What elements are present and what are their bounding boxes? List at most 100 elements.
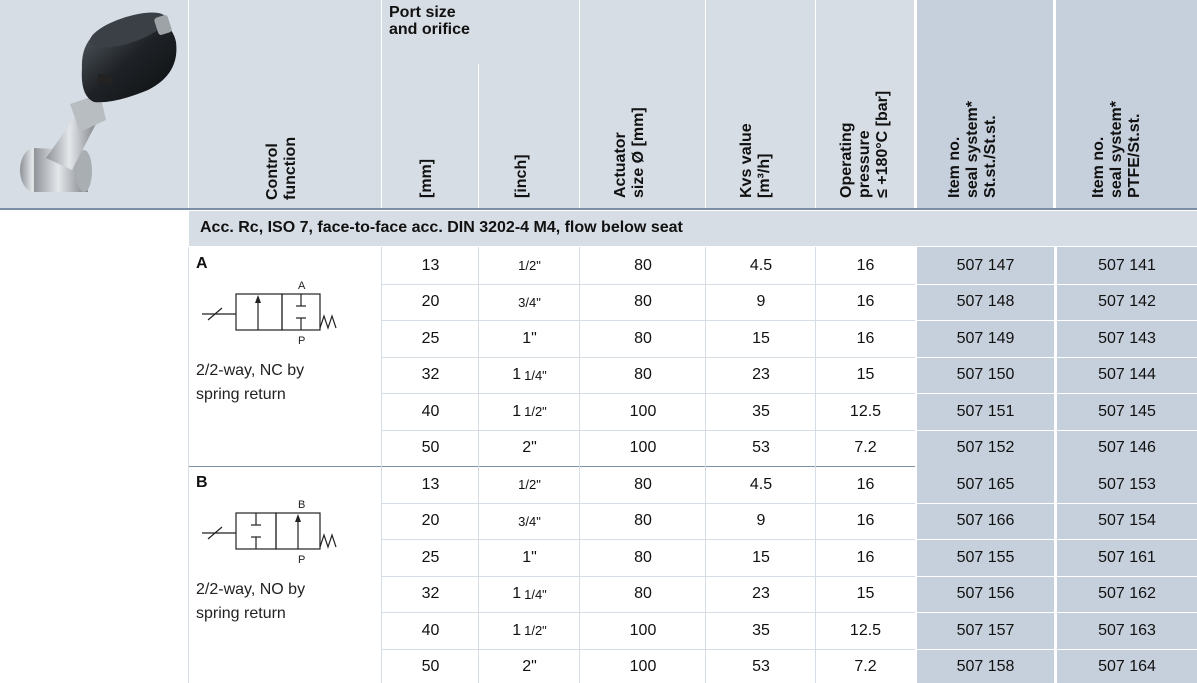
table-cell-st: 507 151: [917, 397, 1054, 426]
table-cell-bar: 7.2: [854, 439, 877, 456]
table-cell-ptfe: 507 144: [1057, 360, 1197, 390]
header-pressure-cell: [816, 0, 915, 208]
table-cell-mm: 40: [421, 621, 440, 639]
table-cell-st: 507 155: [917, 543, 1054, 572]
table-cell-inch: 2": [522, 439, 537, 456]
inch-fraction: 1/2": [524, 623, 547, 638]
header-divider: [1053, 0, 1056, 208]
table-cell-st: 507 165: [917, 470, 1054, 499]
table-cell-inch: 1": [522, 548, 537, 566]
header-rule: [0, 208, 1197, 210]
table-cell-inch: 1 1/2": [479, 616, 580, 645]
table-cell-mm: 13: [421, 256, 440, 274]
table-cell-mm: 32: [421, 585, 440, 602]
table-cell-ptfe: 507 163: [1057, 616, 1197, 645]
header-control-function: Control function: [264, 136, 299, 200]
column-divider: [579, 466, 580, 683]
header-control-function-cell: [189, 0, 382, 208]
port-label-bottom: P: [298, 554, 305, 565]
header-divider: [381, 0, 382, 208]
inch-whole: 1: [512, 366, 522, 383]
table-cell-act: 100: [629, 402, 657, 420]
header-kvs-cell: [706, 0, 816, 208]
group-divider: [189, 466, 1197, 467]
table-cell-ptfe: 507 141: [1057, 251, 1197, 280]
row-divider: [382, 356, 915, 358]
header-item-stst: Item no. seal system* St.st./St.st.: [946, 101, 999, 198]
angle-seat-valve-image: [20, 12, 177, 192]
table-cell-ptfe: 507 145: [1057, 397, 1197, 426]
header-item-stst-cell: [915, 0, 1054, 208]
header-divider: [188, 0, 189, 208]
table-cell-mm: 50: [421, 658, 440, 675]
port-label-top: B: [298, 499, 305, 511]
table-cell-act: 80: [634, 256, 652, 274]
column-divider: [705, 247, 706, 466]
table-cell-bar: 15: [856, 366, 875, 383]
table-cell-act: 80: [634, 548, 652, 566]
table-cell-bar: 12.5: [849, 402, 882, 420]
inch-fraction: 1/4": [524, 586, 547, 602]
table-cell-kvs: 15: [752, 329, 770, 347]
function-letter: B: [196, 474, 208, 491]
column-divider: [579, 247, 580, 466]
table-cell-inch: 3/4": [518, 513, 541, 529]
valve-symbol-no: B P: [202, 499, 337, 565]
column-divider: [188, 466, 189, 683]
header-inch: [inch]: [513, 154, 530, 198]
row-divider: [382, 283, 915, 285]
table-cell-inch: 3/4": [518, 294, 541, 310]
row-divider: [382, 575, 915, 577]
header-actuator: Actuator size Ø [mm]: [612, 107, 647, 198]
section-header: Acc. Rc, ISO 7, face-to-face acc. DIN 32…: [189, 211, 1197, 246]
header-item-ptfe: Item no. seal system* PTFE/St.st.: [1090, 101, 1143, 198]
table-cell-bar: 15: [856, 585, 875, 602]
row-divider: [382, 612, 915, 613]
table-cell-ptfe: 507 162: [1057, 579, 1197, 609]
item-stst-column-bg: [915, 466, 1054, 683]
table-cell-act: 80: [634, 329, 652, 347]
column-divider: [381, 466, 382, 683]
table-cell-mm: 32: [421, 366, 440, 383]
section-title: Acc. Rc, ISO 7, face-to-face acc. DIN 32…: [200, 219, 683, 236]
table-cell-act: 100: [629, 658, 657, 675]
table-cell-kvs: 9: [756, 512, 766, 529]
header-divider: [579, 0, 580, 208]
table-cell-inch: 1/2": [518, 258, 541, 273]
header-pressure: Operating pressure ≤ +180°C [bar]: [838, 90, 891, 198]
table-cell-inch: 2": [522, 658, 537, 675]
table-cell-act: 80: [634, 366, 652, 383]
table-cell-bar: 16: [856, 256, 875, 274]
table-cell-ptfe: 507 154: [1057, 506, 1197, 536]
header-mm-cell: [382, 0, 478, 208]
table-cell-kvs: 4.5: [749, 256, 773, 274]
column-divider: [478, 466, 479, 683]
table-cell-bar: 16: [856, 475, 875, 493]
table-cell-bar: 16: [856, 329, 875, 347]
table-cell-inch: 1": [522, 329, 537, 347]
table-cell-st: 507 149: [917, 324, 1054, 353]
table-cell-mm: 25: [421, 548, 440, 566]
table-cell-st: 507 156: [917, 579, 1054, 609]
table-cell-ptfe: 507 143: [1057, 324, 1197, 353]
function-letter: A: [196, 255, 208, 272]
table-cell-ptfe: 507 142: [1057, 287, 1197, 317]
inch-fraction: 1/2": [524, 404, 547, 419]
table-cell-mm: 20: [421, 512, 440, 529]
header-divider: [815, 0, 816, 208]
table-cell-bar: 7.2: [854, 658, 877, 675]
table-cell-ptfe: 507 164: [1057, 652, 1197, 682]
header-divider: [705, 0, 706, 208]
table-cell-mm: 50: [421, 439, 440, 456]
row-divider: [382, 393, 915, 394]
header-kvs: Kvs value [m³/h]: [738, 123, 773, 198]
row-divider: [382, 320, 915, 321]
table-cell-bar: 12.5: [849, 621, 882, 639]
inch-whole: 1: [512, 585, 522, 602]
table-cell-kvs: 9: [756, 293, 766, 310]
table-cell-kvs: 15: [752, 548, 770, 566]
table-cell-kvs: 53: [752, 658, 770, 675]
table-cell-kvs: 23: [752, 585, 770, 602]
function-description: 2/2-way, NO by spring return: [196, 581, 306, 622]
table-cell-mm: 40: [421, 402, 440, 420]
